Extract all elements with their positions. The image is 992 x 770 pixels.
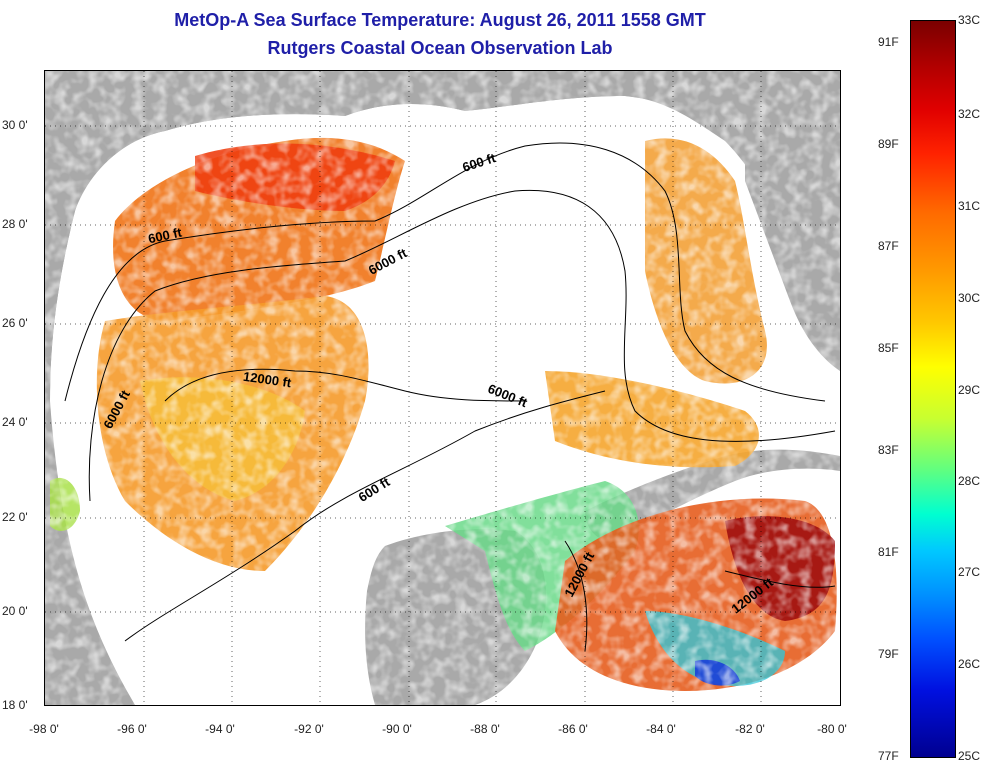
colorbar-celsius-label: 31C xyxy=(958,199,981,213)
map-subtitle: Rutgers Coastal Ocean Observation Lab xyxy=(267,38,613,58)
x-tick-label: -90 0' xyxy=(382,722,412,736)
y-tick-label: 28 0' xyxy=(2,217,28,231)
x-tick-label: -94 0' xyxy=(205,722,235,736)
colorbar-fahrenheit-label: 89F xyxy=(878,137,899,151)
x-tick-label: -92 0' xyxy=(294,722,324,736)
x-tick-label: -96 0' xyxy=(117,722,147,736)
y-tick-label: 24 0' xyxy=(2,415,28,429)
colorbar-fahrenheit-label: 91F xyxy=(878,35,899,49)
contour-12000ft-south xyxy=(564,540,836,652)
colorbar-celsius-label: 29C xyxy=(958,383,981,397)
colorbar-fahrenheit-label: 83F xyxy=(878,443,899,457)
x-tick-label: -80 0' xyxy=(817,722,847,736)
contour-600ft-north xyxy=(64,142,826,402)
y-tick-label: 30 0' xyxy=(2,118,28,132)
colorbar-fahrenheit-label: 81F xyxy=(878,545,899,559)
grid-lines xyxy=(45,71,840,705)
contour-600ft-south xyxy=(124,390,606,642)
colorbar-celsius-label: 30C xyxy=(958,291,981,305)
map-title: MetOp-A Sea Surface Temperature: August … xyxy=(174,10,706,30)
x-tick-label: -82 0' xyxy=(735,722,765,736)
y-tick-label: 18 0' xyxy=(2,698,28,712)
x-tick-label: -88 0' xyxy=(470,722,500,736)
colorbar-fahrenheit-label: 79F xyxy=(878,647,899,661)
contour-6000ft xyxy=(88,189,836,502)
colorbar-fahrenheit-label: 85F xyxy=(878,341,899,355)
x-tick-label: -98 0' xyxy=(29,722,59,736)
colorbar-celsius-label: 32C xyxy=(958,107,981,121)
y-tick-label: 26 0' xyxy=(2,316,28,330)
x-tick-label: -84 0' xyxy=(646,722,676,736)
temperature-colorbar xyxy=(910,20,956,758)
colorbar-fahrenheit-label: 77F xyxy=(878,749,899,763)
colorbar-celsius-label: 26C xyxy=(958,657,981,671)
colorbar-fahrenheit-label: 87F xyxy=(878,239,899,253)
sst-map-svg xyxy=(45,71,840,705)
colorbar-celsius-label: 33C xyxy=(958,13,981,27)
x-tick-label: -86 0' xyxy=(558,722,588,736)
colorbar-celsius-label: 25C xyxy=(958,749,981,763)
cloud-speckle xyxy=(45,71,840,705)
contour-12000ft xyxy=(164,368,526,402)
colorbar-celsius-label: 28C xyxy=(958,474,981,488)
y-tick-label: 20 0' xyxy=(2,604,28,618)
sst-map xyxy=(44,70,841,706)
y-tick-label: 22 0' xyxy=(2,510,28,524)
colorbar-celsius-label: 27C xyxy=(958,565,981,579)
